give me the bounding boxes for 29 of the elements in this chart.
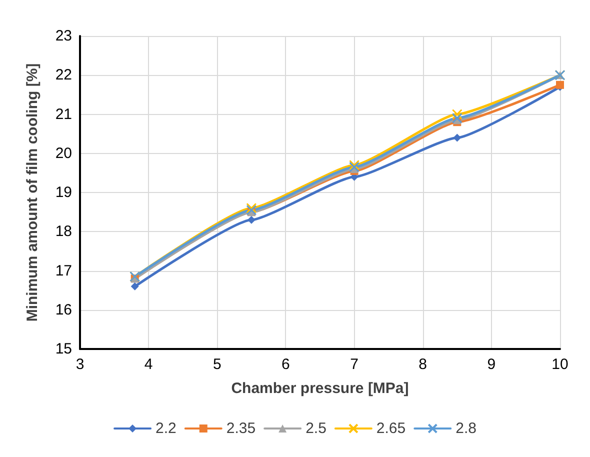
y-tick-label: 23 bbox=[55, 28, 72, 44]
y-tick-label: 19 bbox=[55, 184, 72, 201]
y-tick-label: 15 bbox=[55, 340, 72, 358]
point bbox=[452, 112, 462, 124]
point bbox=[452, 109, 462, 120]
x-tick-label: 10 bbox=[552, 356, 568, 373]
legend-label: 2.5 bbox=[306, 420, 326, 437]
legend-label: 2.2 bbox=[156, 420, 176, 437]
legend-label: 2.65 bbox=[376, 420, 406, 437]
legend-label: 2.8 bbox=[456, 420, 476, 437]
y-tick-label: 21 bbox=[55, 106, 72, 123]
y-tick-label: 18 bbox=[55, 223, 72, 240]
y-tick-label: 20 bbox=[55, 144, 72, 162]
point bbox=[130, 282, 139, 290]
y-tick-label: 17 bbox=[55, 262, 72, 280]
y-axis-title: Minimum amount of film cooling [%] bbox=[24, 63, 41, 322]
point bbox=[247, 216, 256, 224]
y-tick-label: 16 bbox=[55, 301, 72, 318]
legend-label: 2.35 bbox=[226, 420, 256, 437]
x-tick-label: 6 bbox=[282, 356, 290, 373]
y-tick-label: 22 bbox=[55, 66, 72, 84]
x-tick-label: 8 bbox=[418, 356, 428, 373]
x-tick-label: 5 bbox=[212, 356, 222, 373]
x-axis-title: Chamber pressure [MPa] bbox=[231, 380, 409, 397]
x-tick-label: 7 bbox=[350, 356, 358, 373]
x-tick-label: 4 bbox=[144, 356, 153, 373]
x-tick-label: 3 bbox=[76, 356, 84, 373]
point bbox=[453, 134, 462, 142]
x-tick-label: 9 bbox=[487, 356, 496, 373]
